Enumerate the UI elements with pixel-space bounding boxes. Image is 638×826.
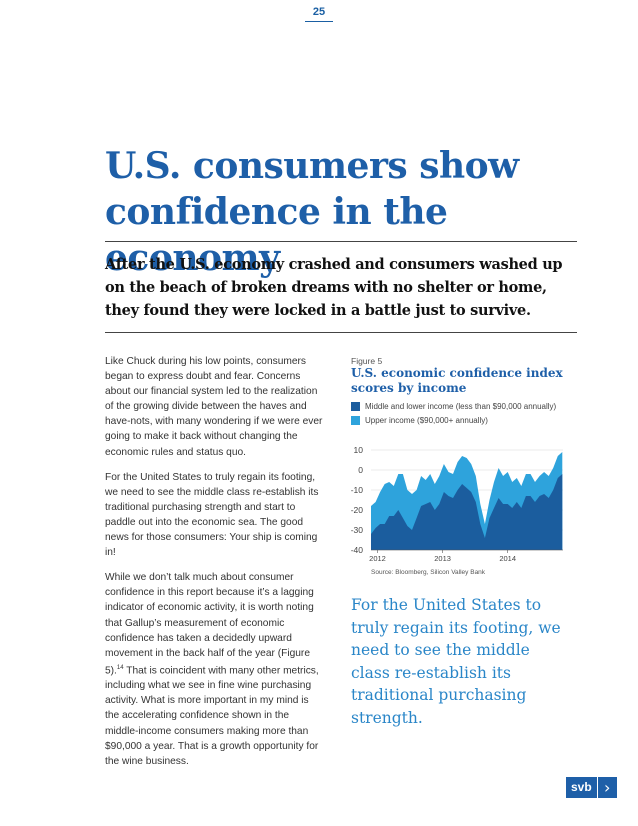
legend-swatch-upper-income [351, 416, 360, 425]
legend-swatch-middle-income [351, 402, 360, 411]
legend-item-upper-income: Upper income ($90,000+ annually) [351, 416, 571, 425]
page-number-rule [305, 21, 333, 22]
body-paragraph-3-part-a: While we don’t talk much about consumer … [105, 572, 314, 677]
subhead-rule [105, 332, 577, 333]
chart-axes: 10 0 -10 -20 -30 -40 2012 2013 2014 [351, 445, 563, 563]
body-paragraph-3-part-b: That is coincident with many other metri… [105, 665, 319, 767]
y-tick-label-4: -30 [351, 525, 364, 535]
subheading: After the U.S. economy crashed and consu… [105, 256, 563, 319]
page-title: U.S. consumers show confidence in the ec… [105, 145, 519, 279]
body-paragraph-3: While we don’t talk much about consumer … [105, 570, 325, 769]
area-middle-income [371, 474, 563, 550]
body-paragraph-1: Like Chuck during his low points, consum… [105, 356, 323, 458]
y-tick-label-5: -40 [351, 545, 364, 555]
body-text-column: Like Chuck during his low points, consum… [105, 354, 325, 779]
svb-logo-text: svb [566, 777, 597, 798]
footnote-ref: 14 [116, 664, 124, 671]
y-tick-label-2: -10 [351, 485, 364, 495]
legend-label-upper-income: Upper income ($90,000+ annually) [365, 416, 488, 425]
x-tick-label-1: 2013 [434, 554, 451, 563]
chart-areas [371, 452, 563, 550]
body-paragraph-2: For the United States to truly regain it… [105, 471, 319, 559]
figure-label: Figure 5 [351, 356, 383, 366]
page-number: 25 [312, 6, 326, 18]
legend-label-middle-income: Middle and lower income (less than $90,0… [365, 402, 557, 411]
svb-logo: svb › [566, 777, 617, 798]
figure-title: U.S. economic confidence index scores by… [351, 366, 563, 395]
x-tick-label-0: 2012 [369, 554, 386, 563]
chevron-right-icon: › [596, 777, 617, 798]
y-tick-label-1: 0 [358, 465, 363, 475]
y-tick-label-3: -20 [351, 505, 364, 515]
title-rule [105, 241, 577, 242]
confidence-chart: 10 0 -10 -20 -30 -40 2012 2013 2014 Source: Bloo… [351, 445, 563, 576]
legend-item-middle-income: Middle and lower income (less than $90,0… [351, 402, 571, 411]
x-tick-label-2: 2014 [499, 554, 516, 563]
y-tick-label-0: 10 [354, 445, 364, 455]
pull-quote: For the United States to truly regain it… [351, 596, 561, 727]
chart-source: Source: Bloomberg, Silicon Valley Bank [371, 569, 486, 576]
